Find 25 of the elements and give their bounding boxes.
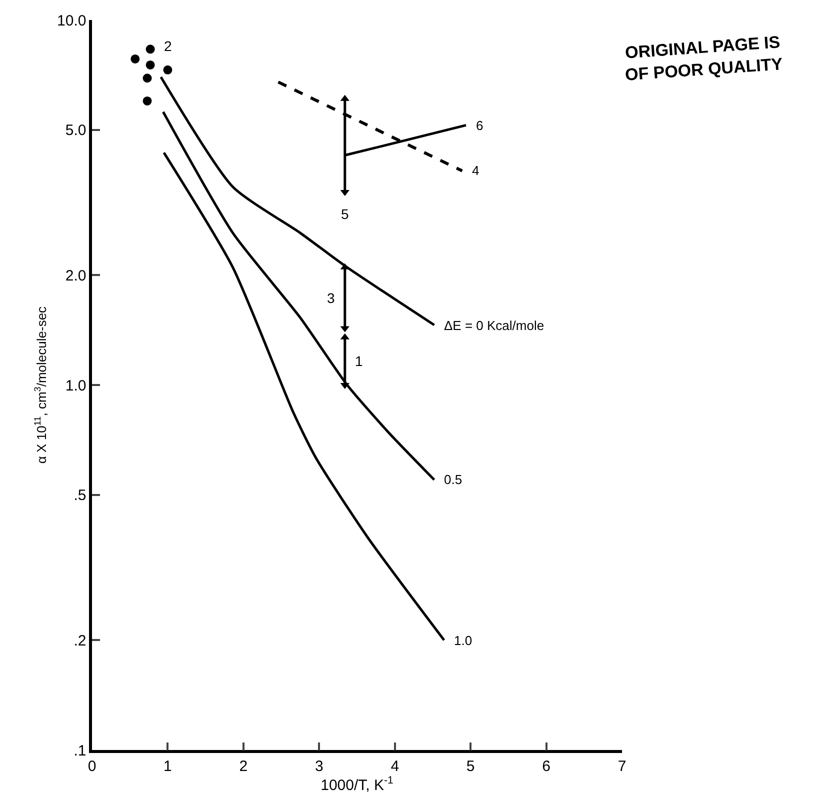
y-tick-label: 10.0 xyxy=(57,12,86,30)
x-tick-label: 0 xyxy=(88,758,96,775)
series-label: 5 xyxy=(341,206,349,222)
x-tick-label: 7 xyxy=(618,758,626,775)
x-tick-label: 6 xyxy=(542,758,550,775)
series-label: ΔE = 0 Kcal/mole xyxy=(444,318,544,333)
series-label: 1.0 xyxy=(454,633,472,648)
x-tick-label: 5 xyxy=(466,758,475,775)
series-label: 2 xyxy=(164,38,172,54)
y-tick-label: 2.0 xyxy=(65,267,86,284)
x-axis-title: 1000/T, K$^{-1}$ xyxy=(320,774,394,794)
series-label: 1 xyxy=(355,353,363,369)
series-label: 0.5 xyxy=(444,472,462,487)
y-tick-label: 5.0 xyxy=(65,122,86,140)
y-tick-label: .1 xyxy=(74,742,86,760)
x-tick-label: 1 xyxy=(164,758,172,775)
x-tick-label: 4 xyxy=(390,758,400,775)
x-tick-label: 3 xyxy=(314,758,324,775)
y-tick-label: .2 xyxy=(74,632,86,650)
series-label: 4 xyxy=(472,163,480,178)
y-tick-label: 1.0 xyxy=(65,377,86,394)
x-tick-label: 2 xyxy=(239,758,248,775)
y-tick-label: .5 xyxy=(74,487,86,504)
series-label: 3 xyxy=(327,290,335,306)
series-label: 6 xyxy=(476,118,484,133)
